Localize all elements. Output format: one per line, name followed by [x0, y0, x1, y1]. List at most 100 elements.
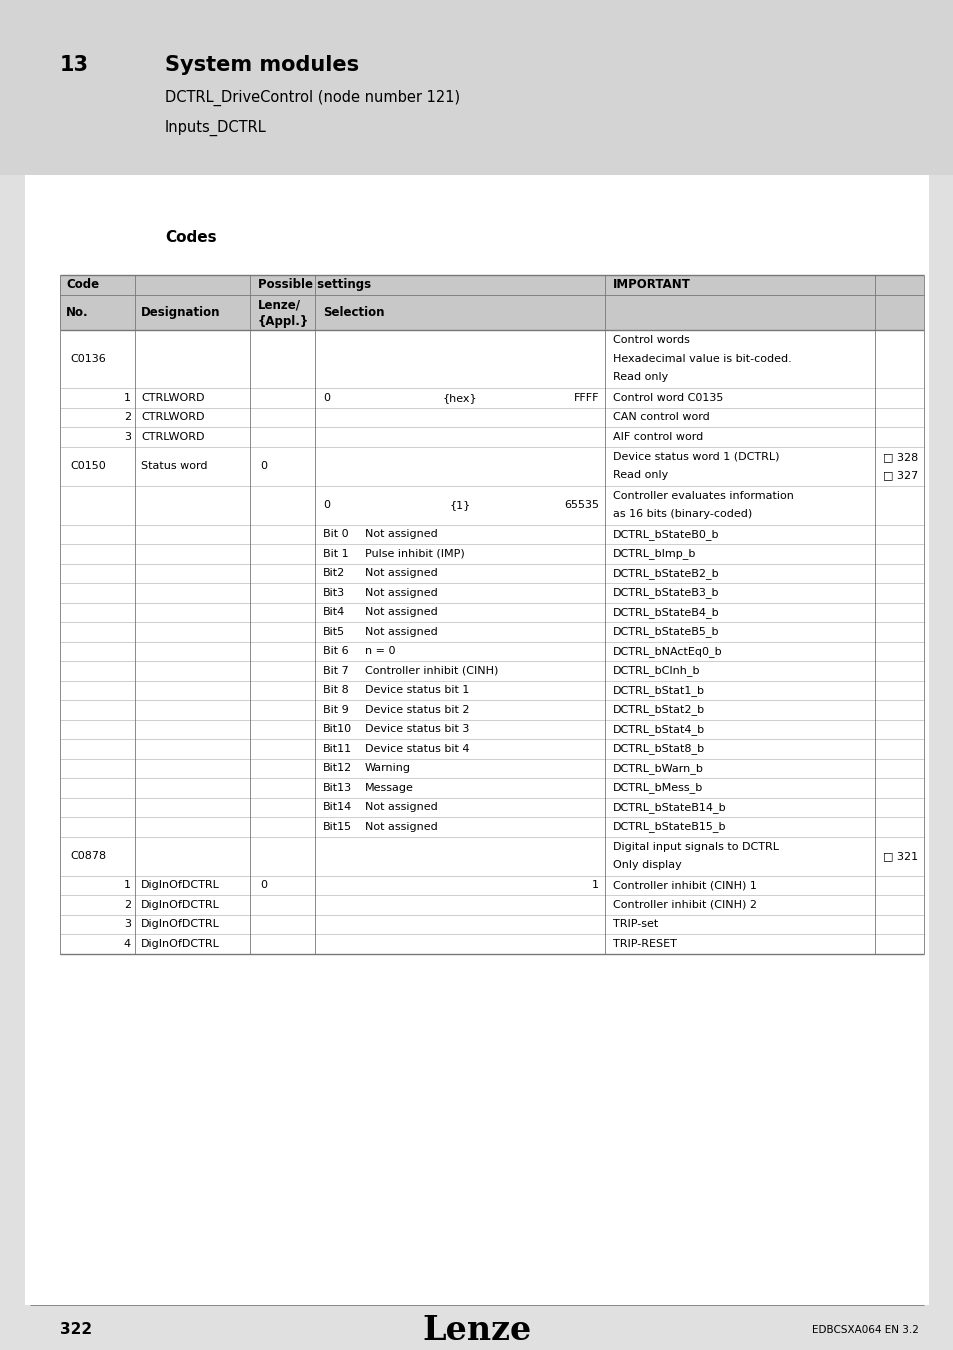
- Bar: [60, 408, 923, 427]
- Text: Bit4: Bit4: [323, 608, 345, 617]
- Text: Bit2: Bit2: [323, 568, 345, 578]
- Text: Not assigned: Not assigned: [365, 587, 437, 598]
- Text: DCTRL_bStateB5_b: DCTRL_bStateB5_b: [613, 626, 719, 637]
- Text: Lenze: Lenze: [422, 1314, 531, 1346]
- Text: CTRLWORD: CTRLWORD: [141, 393, 204, 402]
- Text: Possible settings: Possible settings: [257, 278, 371, 292]
- Text: 4: 4: [124, 938, 131, 949]
- Text: C0136: C0136: [70, 354, 106, 364]
- Bar: [25, 176, 928, 1305]
- Text: TRIP-RESET: TRIP-RESET: [613, 938, 677, 949]
- Bar: [60, 876, 923, 895]
- Text: Bit3: Bit3: [323, 587, 345, 598]
- Text: Bit13: Bit13: [323, 783, 352, 792]
- Text: C0878: C0878: [70, 850, 106, 861]
- Text: CTRLWORD: CTRLWORD: [141, 412, 204, 423]
- Text: Hexadecimal value is bit-coded.: Hexadecimal value is bit-coded.: [613, 354, 791, 364]
- Bar: [60, 778, 923, 798]
- Text: □ 321: □ 321: [882, 850, 917, 861]
- Text: Device status bit 1: Device status bit 1: [365, 686, 469, 695]
- Text: EDBCSXA064 EN 3.2: EDBCSXA064 EN 3.2: [811, 1324, 918, 1335]
- Text: Control word C0135: Control word C0135: [613, 393, 722, 402]
- Text: Bit 7: Bit 7: [323, 666, 349, 676]
- Text: 322: 322: [60, 1323, 92, 1338]
- Text: DCTRL_DriveControl (node number 121): DCTRL_DriveControl (node number 121): [165, 90, 459, 107]
- Text: {hex}: {hex}: [442, 393, 476, 402]
- Text: DCTRL_bStat8_b: DCTRL_bStat8_b: [613, 744, 704, 755]
- Bar: [60, 895, 923, 914]
- Text: DigInOfDCTRL: DigInOfDCTRL: [141, 919, 219, 929]
- Text: Bit 6: Bit 6: [323, 647, 348, 656]
- Bar: [60, 602, 923, 622]
- Text: 1: 1: [124, 880, 131, 891]
- Text: Bit 8: Bit 8: [323, 686, 349, 695]
- Bar: [60, 447, 923, 486]
- Bar: [60, 294, 923, 329]
- Text: {1}: {1}: [449, 500, 470, 510]
- Text: 2: 2: [124, 412, 131, 423]
- Text: Digital input signals to DCTRL: Digital input signals to DCTRL: [613, 842, 779, 852]
- Text: □ 328: □ 328: [882, 452, 918, 462]
- Text: Not assigned: Not assigned: [365, 608, 437, 617]
- Bar: [60, 622, 923, 641]
- Text: 65535: 65535: [563, 500, 598, 510]
- Text: CAN control word: CAN control word: [613, 412, 709, 423]
- Text: Controller inhibit (CINH): Controller inhibit (CINH): [365, 666, 497, 676]
- Text: □ 327: □ 327: [882, 470, 918, 481]
- Text: Warning: Warning: [365, 763, 411, 774]
- Text: Designation: Designation: [141, 305, 220, 319]
- Bar: [60, 720, 923, 738]
- Text: DCTRL_bNActEq0_b: DCTRL_bNActEq0_b: [613, 645, 721, 657]
- Text: 2: 2: [124, 900, 131, 910]
- Text: Bit10: Bit10: [323, 725, 352, 734]
- Text: Device status bit 2: Device status bit 2: [365, 705, 469, 716]
- Bar: [60, 275, 923, 294]
- Text: Device status bit 4: Device status bit 4: [365, 744, 469, 753]
- Bar: [0, 0, 953, 176]
- Text: as 16 bits (binary-coded): as 16 bits (binary-coded): [613, 509, 752, 520]
- Text: No.: No.: [66, 305, 89, 319]
- Text: Control words: Control words: [613, 335, 689, 346]
- Text: Not assigned: Not assigned: [365, 529, 437, 540]
- Text: Not assigned: Not assigned: [365, 568, 437, 578]
- Text: Device status word 1 (DCTRL): Device status word 1 (DCTRL): [613, 452, 779, 462]
- Text: DCTRL_bMess_b: DCTRL_bMess_b: [613, 783, 702, 794]
- Text: DCTRL_bWarn_b: DCTRL_bWarn_b: [613, 763, 703, 774]
- Text: Controller inhibit (CINH) 1: Controller inhibit (CINH) 1: [613, 880, 756, 891]
- Text: Bit 0: Bit 0: [323, 529, 348, 540]
- Text: DCTRL_bImp_b: DCTRL_bImp_b: [613, 548, 696, 559]
- Bar: [60, 759, 923, 778]
- Text: DCTRL_bStateB4_b: DCTRL_bStateB4_b: [613, 608, 719, 618]
- Bar: [60, 662, 923, 680]
- Bar: [60, 486, 923, 525]
- Text: 0: 0: [323, 393, 330, 402]
- Text: Lenze/: Lenze/: [257, 298, 301, 312]
- Text: Bit 9: Bit 9: [323, 705, 349, 716]
- Bar: [60, 329, 923, 387]
- Text: IMPORTANT: IMPORTANT: [613, 278, 690, 292]
- Bar: [60, 701, 923, 720]
- Text: Read only: Read only: [613, 373, 667, 382]
- Text: Bit 1: Bit 1: [323, 549, 348, 559]
- Text: Pulse inhibit (IMP): Pulse inhibit (IMP): [365, 549, 464, 559]
- Text: 3: 3: [124, 919, 131, 929]
- Text: Bit11: Bit11: [323, 744, 352, 753]
- Bar: [60, 837, 923, 876]
- Text: 1: 1: [592, 880, 598, 891]
- Text: Bit5: Bit5: [323, 626, 345, 637]
- Text: Message: Message: [365, 783, 414, 792]
- Text: Codes: Codes: [165, 230, 216, 244]
- Text: C0150: C0150: [70, 462, 106, 471]
- Text: Bit12: Bit12: [323, 763, 352, 774]
- Bar: [60, 563, 923, 583]
- Text: 0: 0: [323, 500, 330, 510]
- Text: 13: 13: [60, 55, 89, 76]
- Text: n = 0: n = 0: [365, 647, 395, 656]
- Text: DCTRL_bCInh_b: DCTRL_bCInh_b: [613, 666, 700, 676]
- Text: DCTRL_bStat2_b: DCTRL_bStat2_b: [613, 705, 704, 716]
- Text: FFFF: FFFF: [573, 393, 598, 402]
- Text: DigInOfDCTRL: DigInOfDCTRL: [141, 938, 219, 949]
- Text: Controller inhibit (CINH) 2: Controller inhibit (CINH) 2: [613, 900, 757, 910]
- Text: AIF control word: AIF control word: [613, 432, 702, 441]
- Text: CTRLWORD: CTRLWORD: [141, 432, 204, 441]
